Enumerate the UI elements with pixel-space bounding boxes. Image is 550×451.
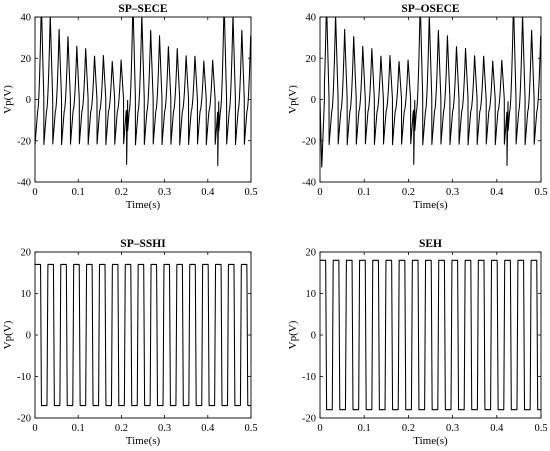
panel-seh: 0 0.1 0.2 0.3 0.4 0.5 -20 -10 0 10 20 SEH Time(s) Vp(… [287, 238, 548, 447]
y-axis-label: Vp(V) [287, 85, 299, 114]
x-tick-label: 0.2 [402, 423, 415, 434]
y-axis-label: Vp(V) [2, 320, 14, 349]
x-tick-label: 0.2 [115, 423, 128, 434]
y-tick-label: 0 [26, 95, 31, 106]
y-tick-label: 40 [21, 13, 32, 24]
x-tick-label: 0.5 [534, 187, 547, 198]
x-tick-label: 0.1 [72, 423, 85, 434]
y-tick-label: 40 [306, 13, 317, 24]
x-tick-label: 0.3 [158, 423, 171, 434]
x-axis-label: Time(s) [413, 199, 448, 211]
x-tick-label: 0 [32, 423, 37, 434]
y-tick-label: -20 [302, 136, 316, 147]
x-tick-label: 0.5 [244, 423, 257, 434]
y-tick-label: 20 [306, 54, 317, 65]
x-tick-label: 0 [317, 187, 322, 198]
x-tick-label: 0 [317, 423, 322, 434]
x-tick-label: 0.3 [446, 187, 459, 198]
y-tick-label: 0 [26, 331, 31, 342]
y-tick-label: 10 [21, 289, 32, 300]
x-axis-label: Time(s) [126, 435, 161, 447]
series-line-sp-osece [319, 16, 542, 168]
panel-sp-sece: 0 0.1 0.2 0.3 0.4 0.5 -40 -20 0 20 40 SP–SECE Time(s… [2, 3, 258, 211]
y-axis-label: Vp(V) [2, 85, 14, 114]
series-line-sp-sece [34, 16, 252, 166]
x-tick-label: 0.1 [358, 423, 371, 434]
x-tick-label: 0.4 [201, 187, 215, 198]
x-tick-label: 0.1 [358, 187, 371, 198]
y-tick-label: 20 [21, 248, 32, 259]
x-axis-label: Time(s) [126, 199, 161, 211]
y-tick-label: -40 [302, 178, 316, 189]
chart-title-seh: SEH [419, 238, 442, 250]
y-tick-label: -20 [17, 136, 31, 147]
series-line-sp-sshi [34, 263, 252, 407]
y-tick-label: -10 [17, 372, 31, 383]
x-tick-label: 0.2 [115, 187, 128, 198]
y-tick-label: 0 [311, 95, 316, 106]
y-tick-label: 20 [306, 248, 317, 259]
panel-sp-sshi: 0 0.1 0.2 0.3 0.4 0.5 -20 -10 0 10 20 SP–SSHI Time(s… [2, 238, 258, 447]
x-tick-label: 0.4 [201, 423, 215, 434]
x-axis-label: Time(s) [413, 435, 448, 447]
x-tick-label: 0.2 [402, 187, 415, 198]
y-tick-label: -20 [17, 414, 31, 425]
y-tick-label: 0 [311, 331, 316, 342]
x-tick-label: 0.1 [72, 187, 85, 198]
chart-title-sp-sece: SP–SECE [118, 3, 168, 15]
x-tick-label: 0.3 [446, 423, 459, 434]
chart-title-sp-sshi: SP–SSHI [120, 238, 166, 250]
x-tick-label: 0.5 [244, 187, 257, 198]
y-tick-label: -40 [17, 178, 31, 189]
x-tick-label: 0 [32, 187, 37, 198]
y-tick-label: 10 [306, 289, 317, 300]
x-tick-label: 0.4 [490, 423, 504, 434]
chart-title-sp-osece: SP–OSECE [401, 3, 459, 15]
y-tick-label: 20 [21, 54, 32, 65]
series-line-seh [319, 259, 542, 411]
panel-sp-osece: 0 0.1 0.2 0.3 0.4 0.5 -40 -20 0 20 40 SP–OSECE Time(… [287, 3, 548, 211]
x-tick-label: 0.5 [534, 423, 547, 434]
y-axis-label: Vp(V) [287, 320, 299, 349]
y-tick-label: -20 [302, 414, 316, 425]
x-tick-label: 0.3 [158, 187, 171, 198]
x-tick-label: 0.4 [490, 187, 504, 198]
y-tick-label: -10 [302, 372, 316, 383]
